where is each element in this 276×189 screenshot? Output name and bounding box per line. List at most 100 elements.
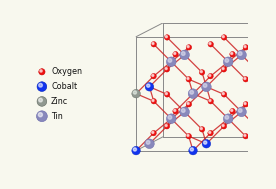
Circle shape — [243, 77, 248, 82]
Circle shape — [38, 113, 43, 117]
Circle shape — [223, 114, 233, 124]
Circle shape — [199, 127, 205, 132]
Circle shape — [187, 77, 189, 80]
Circle shape — [165, 67, 167, 70]
Circle shape — [237, 107, 246, 117]
Circle shape — [164, 67, 170, 72]
Circle shape — [208, 74, 213, 79]
Text: Cobalt: Cobalt — [51, 82, 77, 91]
Circle shape — [165, 125, 167, 127]
Circle shape — [164, 124, 170, 129]
Circle shape — [223, 57, 233, 67]
Circle shape — [200, 70, 202, 73]
Circle shape — [181, 109, 185, 112]
Circle shape — [222, 36, 224, 38]
Text: Tin: Tin — [51, 112, 63, 121]
Circle shape — [186, 45, 192, 50]
Circle shape — [208, 42, 213, 47]
Circle shape — [37, 82, 47, 91]
Circle shape — [187, 134, 189, 136]
Circle shape — [174, 109, 176, 112]
Circle shape — [133, 91, 137, 94]
Circle shape — [166, 57, 176, 67]
Circle shape — [173, 51, 178, 57]
Circle shape — [146, 141, 150, 144]
Circle shape — [243, 133, 248, 139]
Circle shape — [208, 130, 213, 136]
Circle shape — [208, 98, 213, 104]
Circle shape — [168, 59, 172, 62]
Circle shape — [257, 70, 259, 73]
Circle shape — [209, 131, 211, 133]
Circle shape — [132, 89, 140, 98]
Circle shape — [188, 89, 198, 98]
Circle shape — [147, 84, 150, 87]
Circle shape — [189, 146, 197, 155]
Circle shape — [230, 51, 235, 57]
Circle shape — [222, 125, 224, 127]
Circle shape — [186, 77, 192, 82]
Circle shape — [244, 46, 246, 48]
Circle shape — [243, 101, 249, 107]
Circle shape — [204, 141, 207, 144]
Circle shape — [168, 115, 172, 119]
Circle shape — [36, 111, 47, 122]
Circle shape — [37, 97, 47, 106]
Circle shape — [151, 130, 156, 136]
Circle shape — [230, 108, 235, 114]
Circle shape — [151, 42, 156, 47]
Circle shape — [39, 98, 43, 102]
Circle shape — [152, 74, 154, 77]
Circle shape — [132, 146, 140, 155]
Circle shape — [202, 139, 211, 148]
Circle shape — [151, 74, 156, 79]
Circle shape — [152, 99, 154, 101]
Circle shape — [186, 133, 192, 139]
Circle shape — [145, 83, 154, 91]
Circle shape — [152, 43, 154, 45]
Circle shape — [145, 139, 154, 149]
Circle shape — [225, 59, 229, 62]
Circle shape — [256, 70, 262, 75]
Circle shape — [173, 108, 178, 114]
Circle shape — [238, 109, 242, 112]
Circle shape — [237, 50, 246, 60]
Text: Oxygen: Oxygen — [51, 67, 82, 76]
Circle shape — [190, 148, 193, 151]
Circle shape — [199, 70, 205, 75]
Circle shape — [238, 52, 242, 55]
Circle shape — [222, 93, 224, 95]
Circle shape — [190, 91, 193, 94]
Circle shape — [187, 102, 189, 105]
Circle shape — [225, 115, 229, 119]
Circle shape — [221, 67, 227, 72]
Circle shape — [200, 128, 202, 130]
Circle shape — [180, 107, 189, 117]
Circle shape — [166, 114, 176, 124]
Circle shape — [187, 46, 189, 48]
Circle shape — [180, 50, 189, 60]
Circle shape — [39, 83, 43, 87]
Circle shape — [203, 84, 207, 87]
Circle shape — [222, 67, 224, 70]
Circle shape — [40, 70, 42, 72]
Circle shape — [165, 36, 167, 38]
Circle shape — [209, 43, 211, 45]
Circle shape — [209, 74, 211, 77]
Circle shape — [221, 124, 227, 129]
Circle shape — [201, 82, 211, 92]
Circle shape — [231, 109, 233, 112]
Text: Zinc: Zinc — [51, 97, 68, 106]
Circle shape — [39, 69, 45, 75]
Circle shape — [133, 148, 137, 151]
Circle shape — [152, 131, 154, 133]
Circle shape — [256, 127, 262, 132]
Circle shape — [221, 35, 227, 40]
Circle shape — [186, 101, 192, 107]
Circle shape — [244, 102, 246, 105]
Circle shape — [244, 134, 246, 136]
Circle shape — [243, 45, 249, 50]
Circle shape — [209, 99, 211, 101]
Circle shape — [174, 52, 176, 54]
Circle shape — [151, 98, 156, 104]
